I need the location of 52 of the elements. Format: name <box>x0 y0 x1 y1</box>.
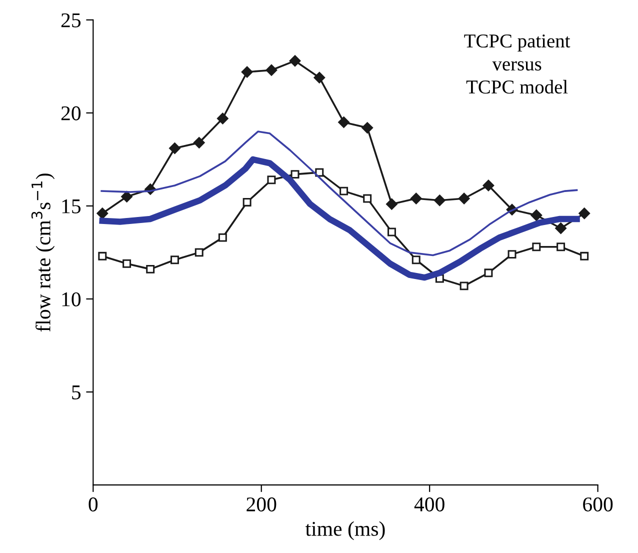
y-tick-label: 25 <box>61 13 81 28</box>
point <box>338 116 350 128</box>
y-tick-label: 5 <box>72 386 81 400</box>
point <box>458 192 470 204</box>
x-tick-label: 0 <box>88 497 98 512</box>
point <box>289 55 301 67</box>
point <box>241 66 253 78</box>
point <box>315 168 324 177</box>
x-tick-label: 400 <box>414 497 444 512</box>
point <box>266 64 278 76</box>
point <box>193 137 205 148</box>
point <box>460 282 468 290</box>
x-tick-label: 600 <box>583 497 613 512</box>
point <box>555 222 566 234</box>
point <box>530 210 542 221</box>
y-tick-label: 15 <box>62 199 81 214</box>
point <box>194 248 204 257</box>
line-series <box>100 130 578 256</box>
point <box>217 112 228 124</box>
point <box>363 194 372 203</box>
point <box>170 256 179 264</box>
point <box>556 242 566 252</box>
point <box>290 170 300 179</box>
x-axis-title: time (ms) <box>305 521 385 540</box>
point <box>96 208 108 220</box>
point <box>508 250 516 259</box>
point <box>340 186 348 196</box>
point <box>146 264 155 274</box>
point <box>169 142 180 154</box>
point <box>362 122 374 134</box>
point <box>122 259 132 268</box>
y-tick-label: 10 <box>62 292 81 306</box>
point <box>386 198 398 210</box>
point <box>482 180 494 192</box>
point <box>578 208 590 220</box>
point <box>121 190 132 202</box>
point <box>580 252 589 260</box>
point <box>388 228 396 236</box>
y-tick-label: 20 <box>61 106 81 120</box>
y-axis-title: flow rate (cm$^{3}$s$^{−1}$) <box>31 174 55 332</box>
point <box>410 192 422 204</box>
point <box>242 198 252 206</box>
point <box>484 268 493 278</box>
x-tick-label: 200 <box>246 497 276 512</box>
point <box>98 252 107 260</box>
point <box>532 242 541 252</box>
point <box>434 194 446 206</box>
point <box>267 176 276 184</box>
point <box>314 72 326 84</box>
point <box>412 256 420 264</box>
point <box>218 233 227 242</box>
annotation: TCPC patient versus TCPC model <box>464 34 570 94</box>
